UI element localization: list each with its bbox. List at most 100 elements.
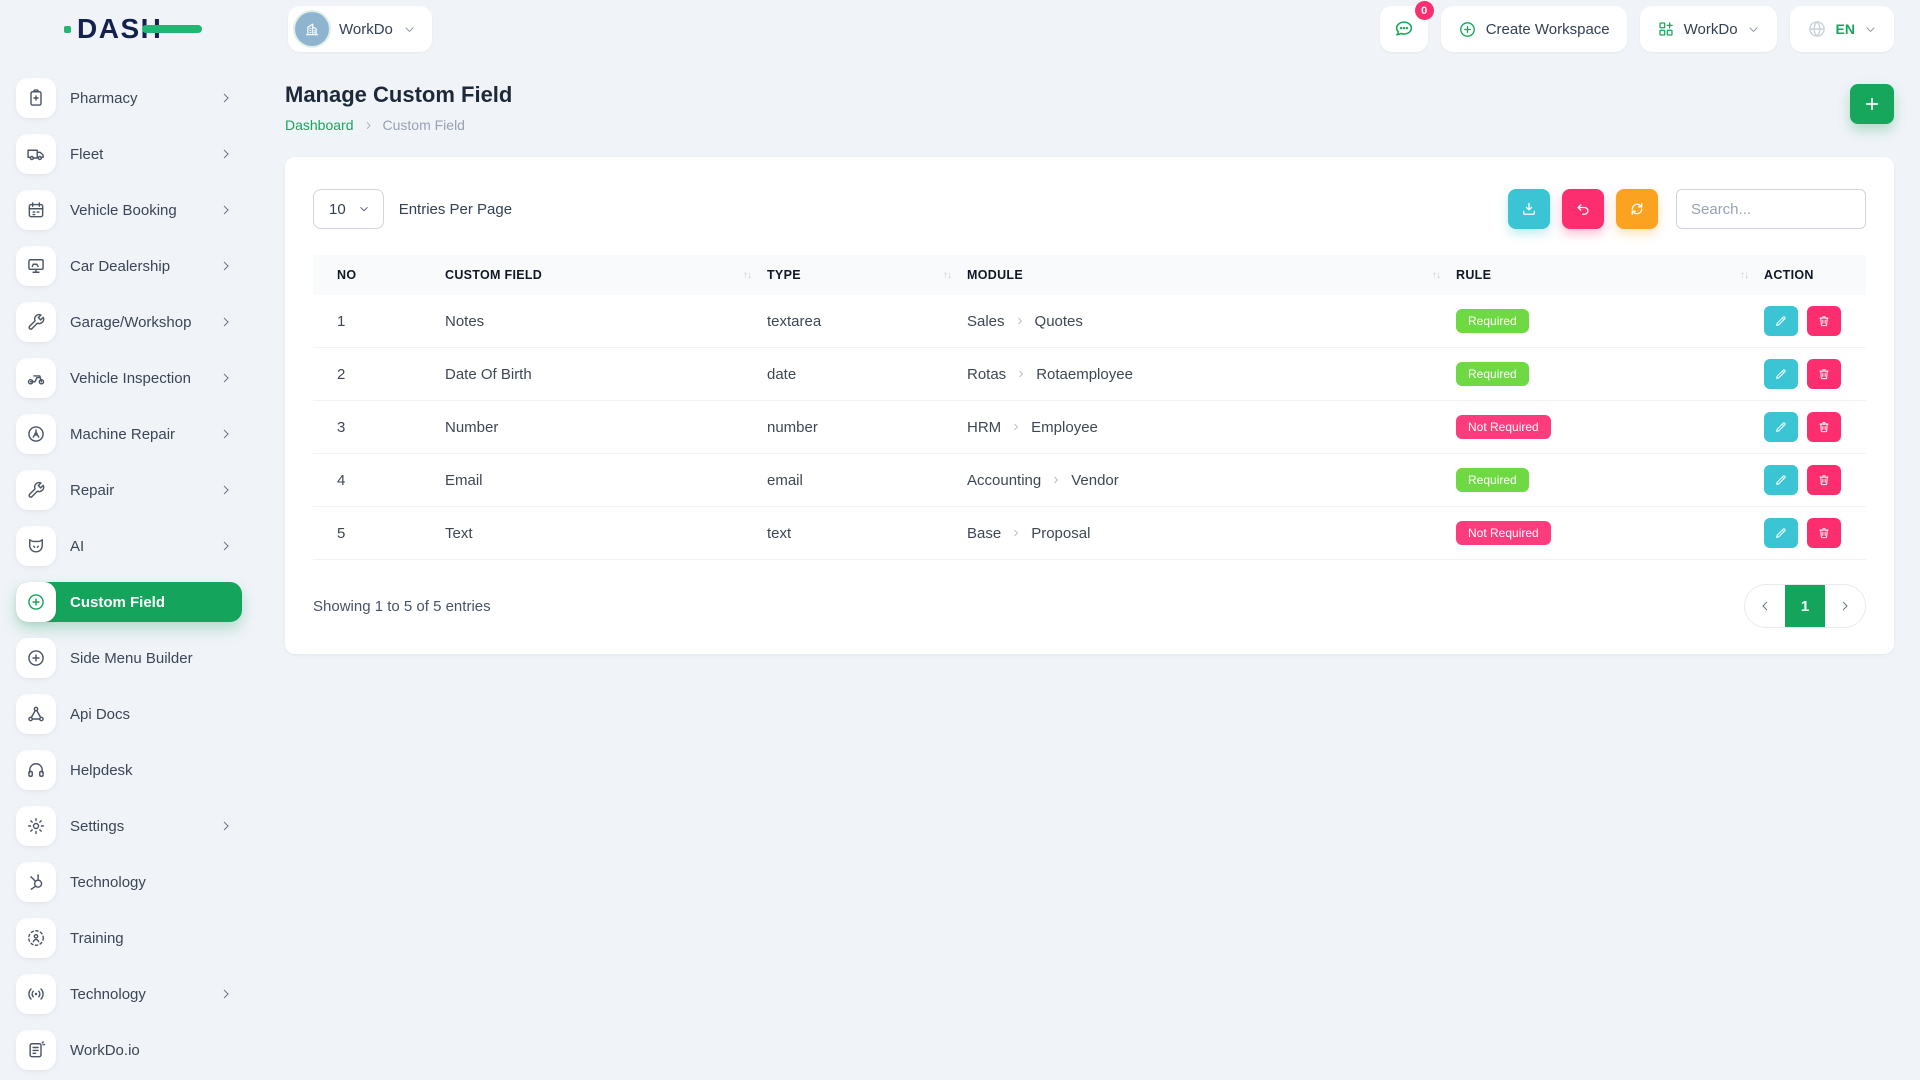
entries-per-page-value: 10 (329, 200, 346, 218)
sidebar-item-helpdesk[interactable]: Helpdesk (16, 750, 242, 790)
sidebar-item-repair[interactable]: Repair (16, 470, 242, 510)
cell-custom-field: Text (445, 524, 473, 542)
table-row: 5 Text text Base Proposal Not Required (313, 507, 1866, 560)
workspace-avatar (295, 12, 329, 46)
messages-button[interactable]: 0 (1379, 1, 1434, 52)
table-header-type[interactable]: TYPE ↑↓ (767, 268, 952, 282)
sidebar-item-label: Technology (70, 985, 146, 1003)
sidebar-item-label: Machine Repair (70, 425, 176, 443)
chevron-down-icon (1864, 23, 1877, 36)
sidebar-item-technology[interactable]: Technology (16, 862, 242, 902)
plus-circle-icon (26, 592, 46, 612)
chevron-right-icon (219, 819, 233, 833)
entries-per-page-select[interactable]: 10 (313, 189, 384, 229)
machine-icon (26, 424, 46, 444)
reload-button[interactable] (1616, 189, 1658, 229)
chat-icon (1393, 18, 1415, 40)
plus-circle-icon (26, 648, 46, 668)
pencil-icon (1774, 420, 1788, 434)
gear-icon (26, 816, 46, 836)
sidebar-item-vehicle-inspection[interactable]: Vehicle Inspection (16, 358, 242, 398)
trash-icon (1817, 420, 1831, 434)
sprocket-icon (26, 872, 46, 892)
table-header-row: NO CUSTOM FIELD ↑↓ TYPE ↑↓ MODULE ↑↓ RULE ↑↓ ACTI… (313, 255, 1866, 295)
export-button[interactable] (1508, 189, 1550, 229)
pagination-page-1-button[interactable]: 1 (1785, 585, 1825, 627)
table-header-rule[interactable]: RULE ↑↓ (1456, 268, 1749, 282)
sidebar-item-label: Vehicle Inspection (70, 369, 191, 387)
cell-no: 4 (337, 471, 346, 489)
cell-type: number (767, 418, 818, 436)
download-icon (1520, 200, 1538, 218)
grid-plus-icon (1657, 20, 1675, 38)
create-workspace-label: Create Workspace (1485, 20, 1610, 38)
edit-button[interactable] (1764, 359, 1798, 389)
delete-button[interactable] (1807, 412, 1841, 442)
sidebar-item-api-docs[interactable]: Api Docs (16, 694, 242, 734)
table-header-module[interactable]: MODULE ↑↓ (967, 268, 1441, 282)
workspace-selector[interactable]: WorkDo (288, 6, 432, 52)
add-custom-field-button[interactable] (1850, 84, 1894, 124)
delete-button[interactable] (1807, 518, 1841, 548)
chevron-right-icon (1051, 475, 1061, 485)
edit-button[interactable] (1764, 518, 1798, 548)
language-selector[interactable]: EN (1789, 6, 1894, 52)
clipboard-icon (26, 88, 46, 108)
sidebar-item-ai[interactable]: AI (16, 526, 242, 566)
cell-custom-field: Date Of Birth (445, 365, 532, 383)
workdo-apps-button[interactable]: WorkDo (1639, 6, 1777, 52)
sidebar-item-garage-workshop[interactable]: Garage/Workshop (16, 302, 242, 342)
sidebar-item-workdo-io[interactable]: WorkDo.io (16, 1030, 242, 1070)
create-workspace-button[interactable]: Create Workspace (1440, 6, 1627, 52)
logo-green-bar (142, 25, 202, 33)
sidebar-item-label: Technology (70, 873, 146, 891)
delete-button[interactable] (1807, 359, 1841, 389)
globe-icon (1807, 19, 1827, 39)
cell-type: date (767, 365, 797, 383)
sidebar-item-side-menu-builder[interactable]: Side Menu Builder (16, 638, 242, 678)
cell-module: Rotas Rotaemployee (965, 366, 1454, 383)
search-input[interactable] (1676, 189, 1866, 229)
edit-button[interactable] (1764, 412, 1798, 442)
sidebar-item-machine-repair[interactable]: Machine Repair (16, 414, 242, 454)
sidebar-item-fleet[interactable]: Fleet (16, 134, 242, 174)
brand-logo[interactable]: DASH (64, 13, 230, 45)
sidebar-item-technology[interactable]: Technology (16, 974, 242, 1014)
sort-icon[interactable]: ↑↓ (1740, 269, 1749, 281)
sidebar-item-pharmacy[interactable]: Pharmacy (16, 78, 242, 118)
breadcrumb-dashboard-link[interactable]: Dashboard (285, 117, 354, 133)
chevron-left-icon (1758, 599, 1772, 613)
sidebar-item-label: AI (70, 537, 85, 555)
delete-button[interactable] (1807, 465, 1841, 495)
table-row: 4 Email email Accounting Vendor Required (313, 454, 1866, 507)
table-header-custom-field[interactable]: CUSTOM FIELD ↑↓ (445, 268, 752, 282)
sort-icon[interactable]: ↑↓ (743, 269, 752, 281)
sidebar-item-settings[interactable]: Settings (16, 806, 242, 846)
cell-rule: Not Required (1454, 415, 1762, 439)
reset-button[interactable] (1562, 189, 1604, 229)
chevron-down-icon (403, 23, 416, 36)
trash-icon (1817, 314, 1831, 328)
trash-icon (1817, 526, 1831, 540)
logo-dash-accent (64, 25, 71, 33)
edit-button[interactable] (1764, 306, 1798, 336)
sidebar-item-vehicle-booking[interactable]: Vehicle Booking (16, 190, 242, 230)
sidebar-item-custom-field[interactable]: Custom Field (16, 582, 242, 622)
sort-icon[interactable]: ↑↓ (943, 269, 952, 281)
edit-button[interactable] (1764, 465, 1798, 495)
sidebar-item-car-dealership[interactable]: Car Dealership (16, 246, 242, 286)
chevron-right-icon (1011, 422, 1021, 432)
pagination-prev-button[interactable] (1745, 585, 1785, 627)
sidebar: Pharmacy Fleet Vehicle Booking Car Dealersh… (0, 58, 258, 1080)
table-row: 2 Date Of Birth date Rotas Rotaemployee Requi… (313, 348, 1866, 401)
pagination-next-button[interactable] (1825, 585, 1865, 627)
sort-icon[interactable]: ↑↓ (1432, 269, 1441, 281)
sidebar-item-label: Pharmacy (70, 89, 138, 107)
sidebar-item-training[interactable]: Training (16, 918, 242, 958)
pencil-icon (1774, 473, 1788, 487)
chevron-right-icon (219, 147, 233, 161)
delete-button[interactable] (1807, 306, 1841, 336)
cell-action (1762, 359, 1866, 389)
module-part: Proposal (1031, 524, 1091, 542)
training-icon (26, 928, 46, 948)
